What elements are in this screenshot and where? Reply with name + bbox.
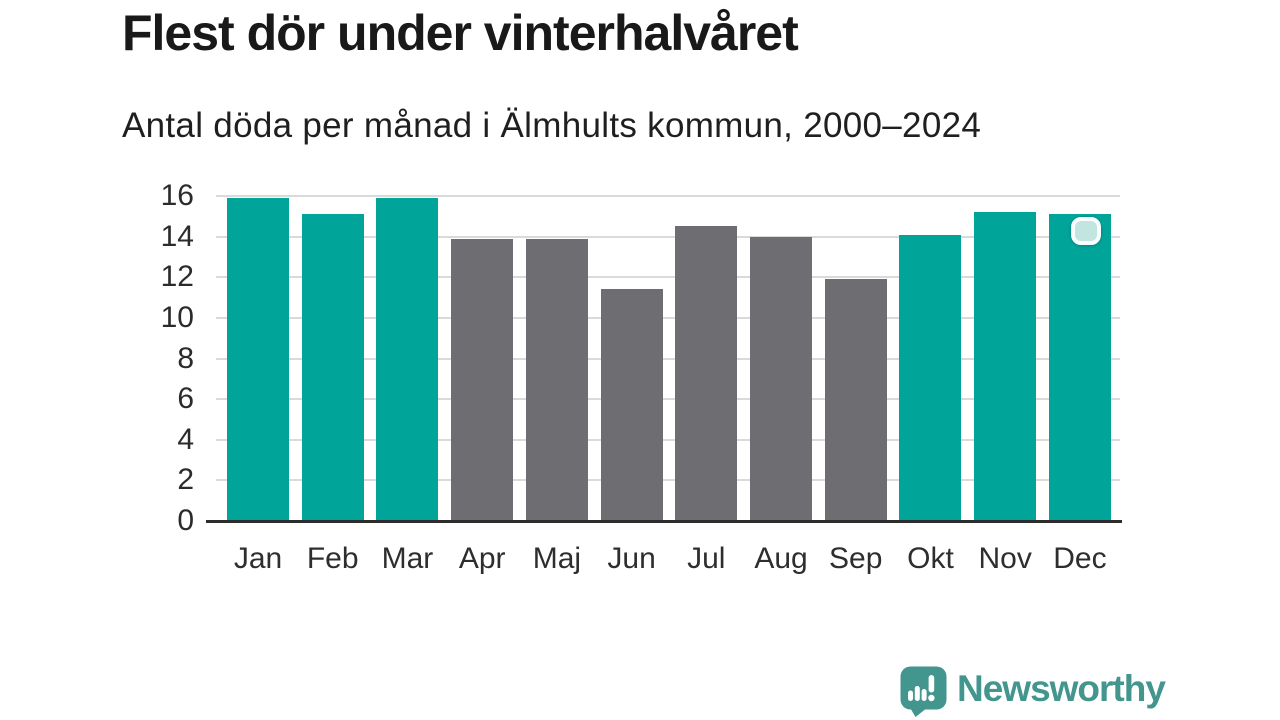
y-tick-label-8: 8 — [177, 341, 194, 375]
y-tick-label-6: 6 — [177, 382, 194, 416]
bar-jan — [227, 198, 289, 521]
x-tick-label-dec: Dec — [1053, 542, 1107, 575]
y-tick-label-16: 16 — [160, 179, 194, 212]
newsworthy-logo-icon — [900, 666, 947, 717]
x-tick-label-mar: Mar — [381, 542, 434, 575]
bar-dec — [1048, 214, 1111, 521]
x-tick-label-sep: Sep — [829, 542, 883, 575]
brand-name: Newsworthy — [957, 668, 1166, 709]
gridline-10 — [216, 316, 1120, 319]
plot-area — [206, 195, 1122, 523]
gridline-6 — [216, 398, 1120, 401]
click-highlight-cursor-icon — [1071, 217, 1101, 245]
y-tick-label-12: 12 — [160, 260, 194, 294]
y-tick-label-10: 10 — [160, 300, 194, 334]
gridline-16 — [216, 195, 1120, 197]
x-tick-label-feb: Feb — [306, 542, 359, 575]
x-tick-label-okt: Okt — [907, 542, 954, 575]
x-tick-label-maj: Maj — [532, 542, 582, 575]
bar-mar — [376, 198, 439, 521]
x-tick-label-jul: Jul — [687, 542, 726, 575]
brand-footer: Newsworthy — [900, 666, 1166, 717]
gridline-8 — [216, 357, 1120, 360]
y-tick-label-14: 14 — [160, 219, 194, 253]
bar-okt — [899, 234, 962, 521]
bar-sep — [824, 279, 887, 521]
bar-series — [210, 196, 1120, 521]
x-axis-tick-labels: Jan Feb Mar Apr Maj Jun Jul Aug Sep Okt Nov Dec — [210, 542, 1120, 576]
bar-aug — [750, 236, 813, 521]
y-tick-label-0: 0 — [177, 504, 194, 537]
gridline-14 — [216, 235, 1120, 238]
bar-apr — [451, 238, 514, 521]
x-tick-label-jan: Jan — [233, 542, 283, 575]
x-tick-label-aug: Aug — [754, 542, 808, 575]
x-axis-line — [206, 520, 1122, 523]
gridline-4 — [216, 438, 1120, 441]
bar-jun — [600, 289, 663, 521]
gridline-12 — [216, 276, 1120, 279]
x-tick-label-nov: Nov — [978, 542, 1032, 575]
chart-subtitle: Antal döda per månad i Älmhults kommun, … — [122, 106, 982, 145]
y-tick-label-4: 4 — [177, 422, 194, 456]
bar-maj — [525, 238, 588, 521]
x-tick-label-apr: Apr — [458, 542, 506, 575]
y-tick-label-2: 2 — [177, 463, 194, 497]
bar-jul — [675, 226, 738, 521]
bar-feb — [301, 214, 364, 521]
x-tick-label-jun: Jun — [607, 542, 656, 575]
bar-nov — [974, 212, 1037, 521]
chart-title: Flest dör under vinterhalvåret — [122, 5, 799, 61]
gridline-2 — [216, 479, 1120, 482]
y-axis-tick-labels: 0 2 4 6 8 10 12 14 16 — [110, 179, 194, 537]
